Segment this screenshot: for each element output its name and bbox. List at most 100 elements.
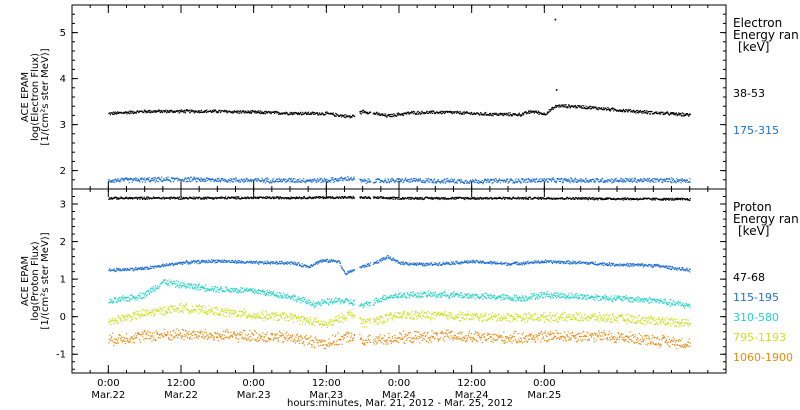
data-point (436, 197, 438, 199)
data-point (203, 196, 205, 198)
data-point (175, 110, 177, 112)
data-point (315, 181, 317, 184)
data-point (349, 270, 351, 272)
data-point (547, 260, 549, 262)
data-point (262, 113, 264, 115)
data-point (584, 180, 586, 182)
data-point (522, 112, 524, 114)
data-point (225, 110, 227, 113)
data-point (556, 180, 558, 182)
data-point (543, 113, 545, 115)
data-point (654, 197, 656, 199)
data-point (541, 178, 543, 180)
data-point (485, 111, 487, 114)
data-point (568, 178, 570, 180)
data-point (338, 261, 341, 263)
data-point (154, 181, 156, 183)
data-point (392, 179, 394, 182)
data-point (647, 265, 649, 267)
data-point (567, 197, 569, 199)
data-point (537, 198, 539, 200)
data-point (663, 198, 665, 200)
data-point (135, 266, 137, 269)
data-point (535, 260, 537, 262)
data-point (468, 198, 470, 200)
data-point (444, 112, 446, 115)
data-point (492, 115, 494, 117)
data-point (179, 109, 181, 111)
data-point (368, 178, 370, 181)
data-point (309, 178, 311, 180)
data-point (273, 111, 275, 113)
data-point (444, 262, 446, 264)
data-point (421, 110, 423, 112)
data-point (432, 198, 434, 200)
data-point (136, 269, 139, 271)
data-point (627, 197, 629, 199)
data-point (167, 110, 169, 112)
data-point (120, 196, 122, 198)
data-point (647, 265, 649, 267)
data-point (630, 180, 632, 183)
data-point (612, 198, 614, 200)
data-point (286, 181, 288, 183)
data-point (351, 178, 353, 180)
data-point (172, 263, 174, 265)
data-point (326, 197, 328, 199)
data-point (272, 196, 274, 198)
data-point (439, 181, 441, 183)
data-point (284, 112, 286, 114)
data-point (258, 197, 260, 199)
data-point (195, 179, 197, 181)
data-point (237, 260, 239, 262)
data-point (184, 177, 187, 179)
data-point (430, 198, 432, 200)
y-tick-label: 4 (60, 74, 66, 85)
data-point (202, 198, 204, 200)
data-point (231, 181, 234, 183)
data-point (587, 199, 590, 201)
data-point (637, 264, 639, 266)
data-point (241, 178, 243, 180)
data-point (198, 112, 201, 114)
data-point (399, 113, 401, 115)
data-point (143, 198, 145, 200)
data-point (474, 181, 476, 183)
data-point (298, 264, 300, 267)
data-point (433, 263, 436, 265)
data-point (663, 197, 665, 199)
data-point (572, 261, 575, 263)
data-point (310, 264, 312, 266)
data-point (380, 179, 382, 182)
data-point (523, 263, 525, 265)
data-point (508, 198, 510, 200)
data-point (298, 197, 300, 199)
data-point (461, 261, 463, 263)
data-point (482, 182, 484, 184)
data-point (678, 114, 680, 116)
data-point (393, 258, 395, 260)
data-point (396, 112, 398, 114)
data-point (508, 197, 510, 199)
series-115-195 (108, 255, 691, 276)
data-point (639, 264, 641, 266)
data-point (431, 112, 434, 114)
data-point (385, 180, 387, 182)
data-point (629, 263, 631, 265)
data-point (432, 110, 435, 112)
data-point (147, 178, 149, 180)
data-point (484, 112, 486, 114)
data-point (255, 111, 257, 113)
data-point (579, 179, 581, 181)
data-point (616, 264, 618, 266)
data-point (125, 111, 127, 113)
data-point (551, 178, 553, 180)
data-point (571, 262, 573, 264)
data-point (538, 179, 540, 181)
data-point (587, 262, 590, 264)
data-point (588, 181, 590, 183)
data-point (253, 179, 255, 181)
data-point (122, 179, 124, 181)
data-point (199, 110, 201, 112)
data-point (430, 262, 432, 265)
